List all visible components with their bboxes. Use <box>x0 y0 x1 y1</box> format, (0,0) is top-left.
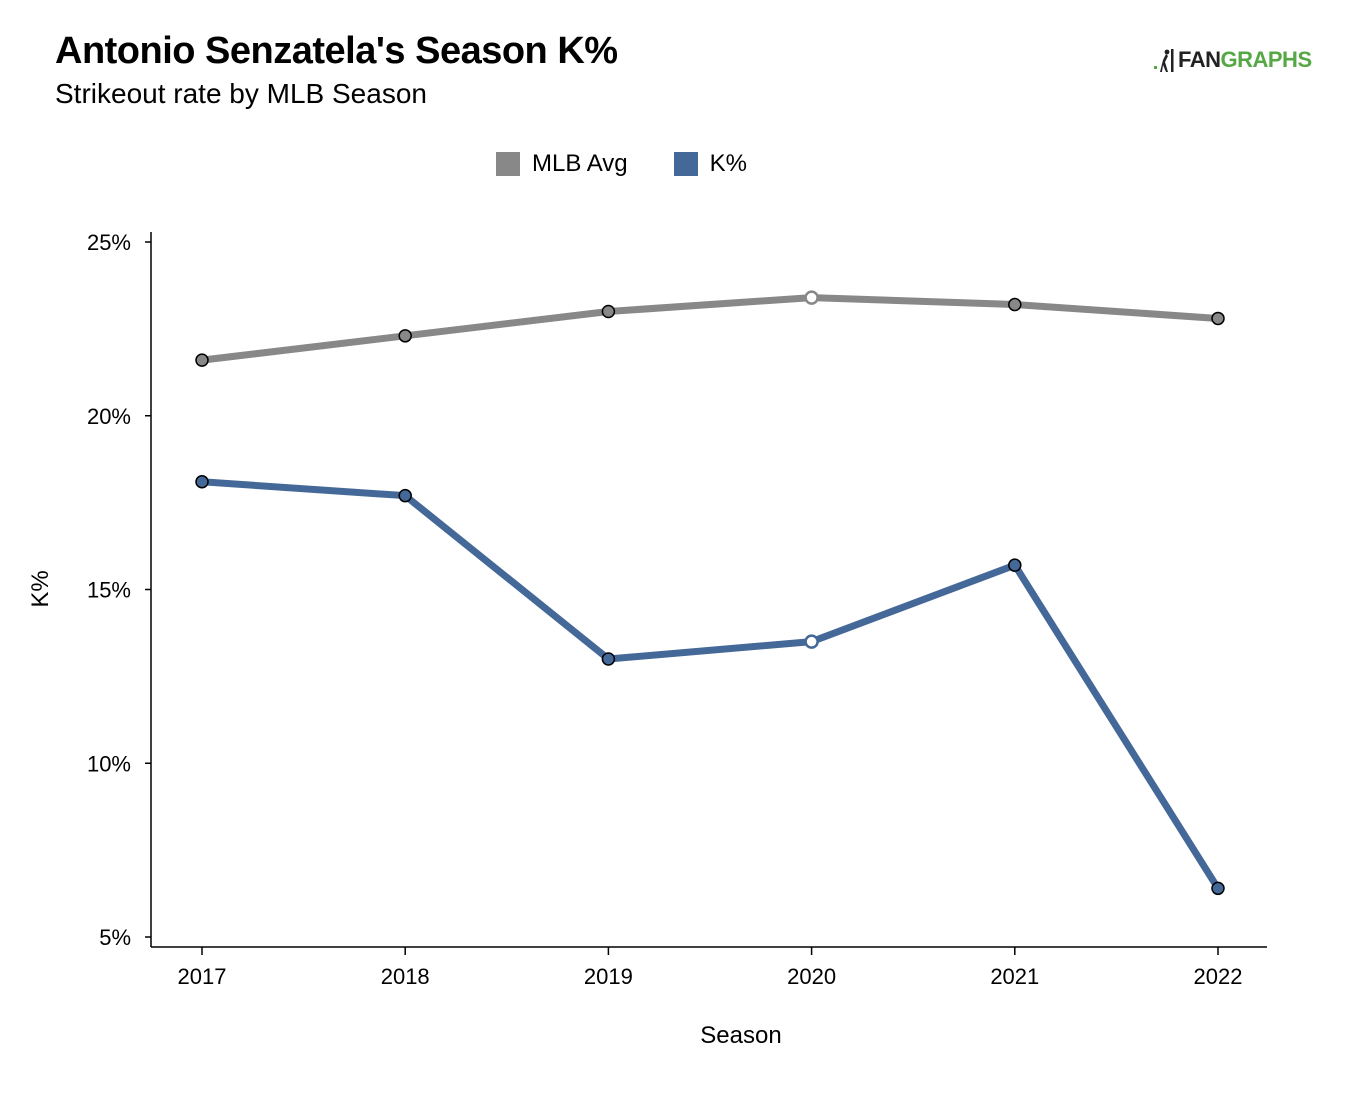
chart-title: Antonio Senzatela's Season K% <box>55 30 618 72</box>
data-point-mlb-avg <box>804 290 819 305</box>
data-point-k <box>601 652 616 666</box>
chart-legend: MLB Avg K% <box>496 150 793 178</box>
y-axis-label: K% <box>27 570 54 607</box>
legend-item-k-pct[interactable]: K% <box>673 150 747 178</box>
legend-item-mlb-avg[interactable]: MLB Avg <box>496 150 628 178</box>
data-point-mlb-avg <box>1008 297 1022 312</box>
series-line-k <box>198 478 1222 892</box>
fangraphs-logo[interactable]: FAN GRAPHS <box>1152 45 1312 75</box>
y-tick-label: 5% <box>99 925 131 950</box>
x-axis-label: Season <box>700 1022 781 1049</box>
legend-swatch-k-pct <box>673 152 698 176</box>
y-tick-label: 20% <box>87 404 131 429</box>
data-point-k <box>398 488 412 503</box>
x-tick-label: 2021 <box>990 964 1039 989</box>
data-point-k <box>1008 558 1022 572</box>
data-point-k <box>1211 881 1225 896</box>
logo-graphs-text: GRAPHS <box>1220 47 1313 72</box>
data-point-k <box>195 475 209 489</box>
y-tick-label: 10% <box>87 751 131 776</box>
chart-axes: 5% 10% 15% 20% 25% 2017 2018 2019 2020 2021 2022 <box>87 230 1267 989</box>
x-tick-label: 2018 <box>381 964 430 989</box>
legend-swatch-mlb-avg <box>496 152 520 176</box>
data-point-mlb-avg <box>601 304 616 319</box>
x-tick-label: 2022 <box>1194 964 1243 989</box>
y-tick-label: 15% <box>87 578 131 603</box>
x-tick-label: 2019 <box>584 964 633 989</box>
data-point-k <box>804 634 819 649</box>
data-point-mlb-avg <box>1211 311 1225 326</box>
chart-subtitle: Strikeout rate by MLB Season <box>55 78 427 109</box>
x-tick-label: 2020 <box>787 964 836 989</box>
chart-series <box>195 290 1225 896</box>
data-point-mlb-avg <box>195 353 209 367</box>
logo-fan-text: FAN <box>1178 47 1221 72</box>
batter-logo-icon <box>1154 49 1174 72</box>
legend-label-mlb-avg: MLB Avg <box>532 150 628 177</box>
series-line-mlb-avg <box>198 294 1222 364</box>
legend-label-k-pct: K% <box>709 150 747 177</box>
data-point-mlb-avg <box>398 329 412 343</box>
y-tick-label: 25% <box>87 230 131 255</box>
x-tick-label: 2017 <box>178 964 227 989</box>
